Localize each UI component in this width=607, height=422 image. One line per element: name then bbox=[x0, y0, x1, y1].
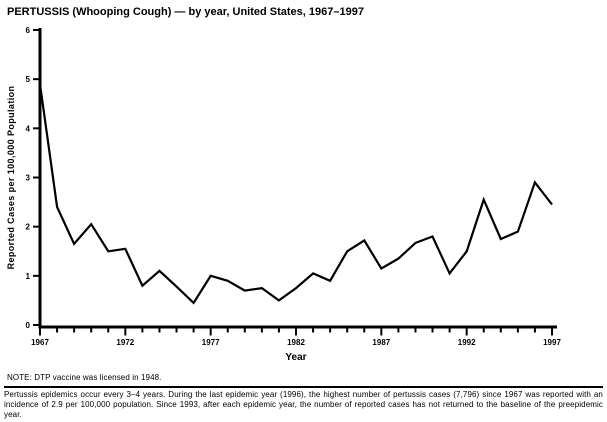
x-tick-label: 1977 bbox=[202, 338, 220, 347]
x-tick-label: 1967 bbox=[31, 338, 49, 347]
y-axis-label: Reported Cases per 100,000 Population bbox=[6, 86, 16, 270]
x-tick-label: 1997 bbox=[543, 338, 561, 347]
x-tick-label: 1972 bbox=[116, 338, 134, 347]
note-text: NOTE: DTP vaccine was licensed in 1948. bbox=[7, 373, 162, 382]
y-tick-label: 0 bbox=[26, 321, 31, 330]
axes bbox=[38, 28, 557, 329]
x-tick-label: 1982 bbox=[287, 338, 305, 347]
y-tick-label: 2 bbox=[26, 223, 31, 232]
divider-rule bbox=[4, 386, 603, 388]
footnote-text: Pertussis epidemics occur every 3–4 year… bbox=[4, 390, 603, 419]
pertussis-line-chart: 0 1 2 3 4 5 6 1967 1972 1977 1982 1987 1992 1997 Repor… bbox=[6, 26, 561, 363]
y-tick-label: 6 bbox=[26, 26, 31, 35]
data-line-pertussis-rate bbox=[38, 83, 553, 305]
y-tick-label: 3 bbox=[26, 174, 31, 183]
x-tick-label: 1987 bbox=[372, 338, 390, 347]
y-ticks: 0 1 2 3 4 5 6 bbox=[26, 26, 40, 330]
x-ticks: 1967 1972 1977 1982 1987 1992 1997 bbox=[31, 328, 561, 347]
x-tick-label: 1992 bbox=[458, 338, 476, 347]
x-axis-label: Year bbox=[285, 352, 306, 363]
chart-title: PERTUSSIS (Whooping Cough) — by year, Un… bbox=[7, 6, 364, 18]
y-tick-label: 5 bbox=[26, 75, 31, 84]
y-tick-label: 1 bbox=[26, 272, 31, 281]
y-tick-label: 4 bbox=[26, 124, 31, 133]
